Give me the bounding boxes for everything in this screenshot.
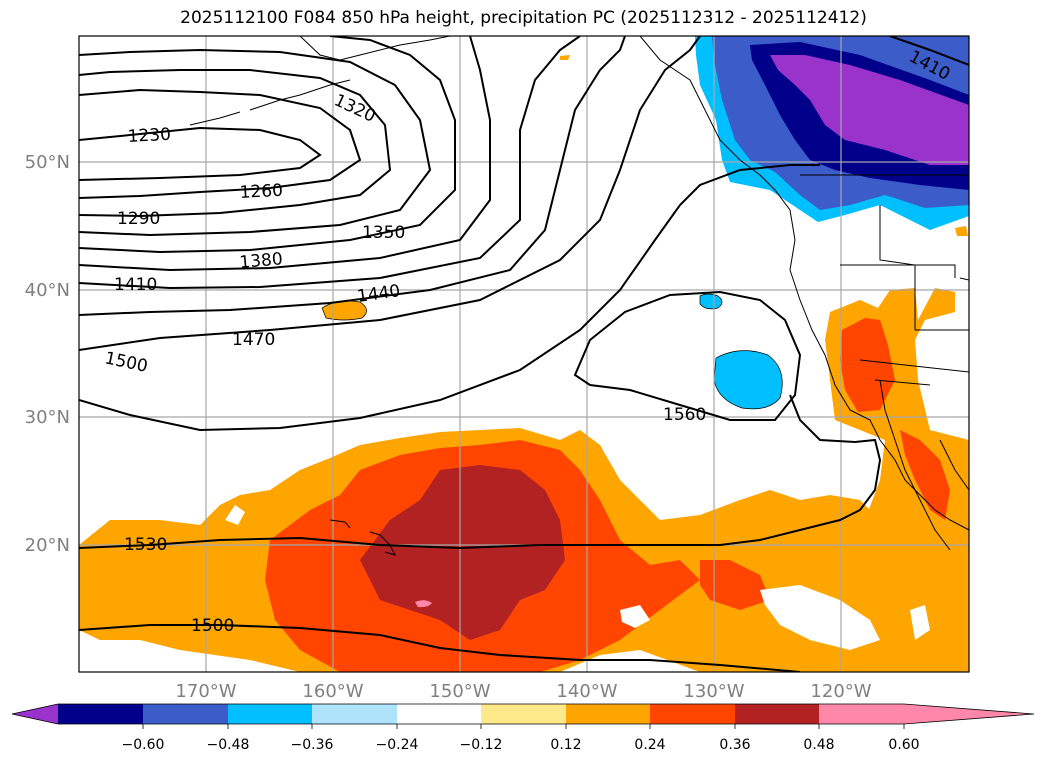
colorbar-tick-label: −0.36 <box>291 737 334 753</box>
colorbar-tick-marks <box>142 724 905 729</box>
colorbar: −0.60 −0.48 −0.36 −0.24 −0.12 0.12 0.24 … <box>11 703 1035 753</box>
map-title: 2025112100 F084 850 hPa height, precipit… <box>180 8 867 28</box>
colorbar-seg-4 <box>312 704 397 724</box>
lon-label-170w: 170°W <box>175 681 236 702</box>
negative-pocket-south <box>713 350 783 410</box>
colorbar-tick-labels: −0.60 −0.48 −0.36 −0.24 −0.12 0.12 0.24 … <box>122 737 920 753</box>
negative-pocket-north <box>699 293 723 310</box>
colorbar-tick-label: 0.12 <box>550 737 581 753</box>
colorbar-seg-2 <box>143 704 228 724</box>
colorbar-tick-label: −0.24 <box>376 737 419 753</box>
colorbar-seg-9 <box>735 704 819 724</box>
lat-label-20n: 20°N <box>25 535 70 556</box>
lon-label-130w: 130°W <box>683 681 744 702</box>
lat-label-50n: 50°N <box>25 152 70 173</box>
colorbar-seg-6 <box>481 704 566 724</box>
contour-label-1560: 1560 <box>663 405 706 425</box>
colorbar-tick-label: 0.48 <box>803 737 834 753</box>
contour-label-1290: 1290 <box>117 209 160 229</box>
colorbar-seg-10 <box>819 704 904 724</box>
colorbar-seg-7 <box>566 704 650 724</box>
height-contours <box>79 36 969 672</box>
contour-label-1470: 1470 <box>232 330 275 350</box>
colorbar-tick-label: 0.24 <box>634 737 665 753</box>
contour-label-1380: 1380 <box>239 249 284 273</box>
map-frame <box>78 35 970 673</box>
lon-label-120w: 120°W <box>810 681 871 702</box>
map-plot-area: 1230 1260 1290 1320 1350 1380 1410 1410 … <box>79 36 969 672</box>
lon-label-150w: 150°W <box>429 681 490 702</box>
lon-label-140w: 140°W <box>556 681 617 702</box>
contour-label-group: 1230 1260 1290 1320 1350 1380 1410 1410 … <box>103 47 953 636</box>
colorbar-seg-5 <box>397 704 481 724</box>
lat-label-30n: 30°N <box>25 407 70 428</box>
colorbar-seg-11 <box>904 704 1034 724</box>
contour-label-1350: 1350 <box>362 223 405 243</box>
longitude-labels: 170°W 160°W 150°W 140°W 130°W 120°W <box>175 681 871 702</box>
lon-label-160w: 160°W <box>302 681 363 702</box>
colorbar-seg-1 <box>58 704 143 724</box>
graticule <box>79 36 969 672</box>
contour-label-1500-south: 1500 <box>191 616 234 636</box>
latitude-labels: 50°N 40°N 30°N 20°N <box>25 152 70 556</box>
lat-label-40n: 40°N <box>25 280 70 301</box>
colorbar-tick-label: −0.12 <box>460 737 503 753</box>
colorbar-seg-3 <box>228 704 312 724</box>
colorbar-seg-8 <box>650 704 735 724</box>
colorbar-tick-label: 0.36 <box>719 737 750 753</box>
colorbar-tick-label: −0.60 <box>122 737 165 753</box>
colorbar-tick-label: 0.60 <box>888 737 919 753</box>
contour-label-1230: 1230 <box>127 125 171 147</box>
contour-label-1530: 1530 <box>124 535 167 555</box>
colorbar-outline <box>11 703 1035 725</box>
colorbar-tick-label: −0.48 <box>207 737 250 753</box>
contour-label-1410-west: 1410 <box>114 275 157 295</box>
colorbar-seg-0 <box>12 704 58 724</box>
contour-label-1260: 1260 <box>239 181 283 203</box>
positive-precip-tropics <box>79 428 969 672</box>
